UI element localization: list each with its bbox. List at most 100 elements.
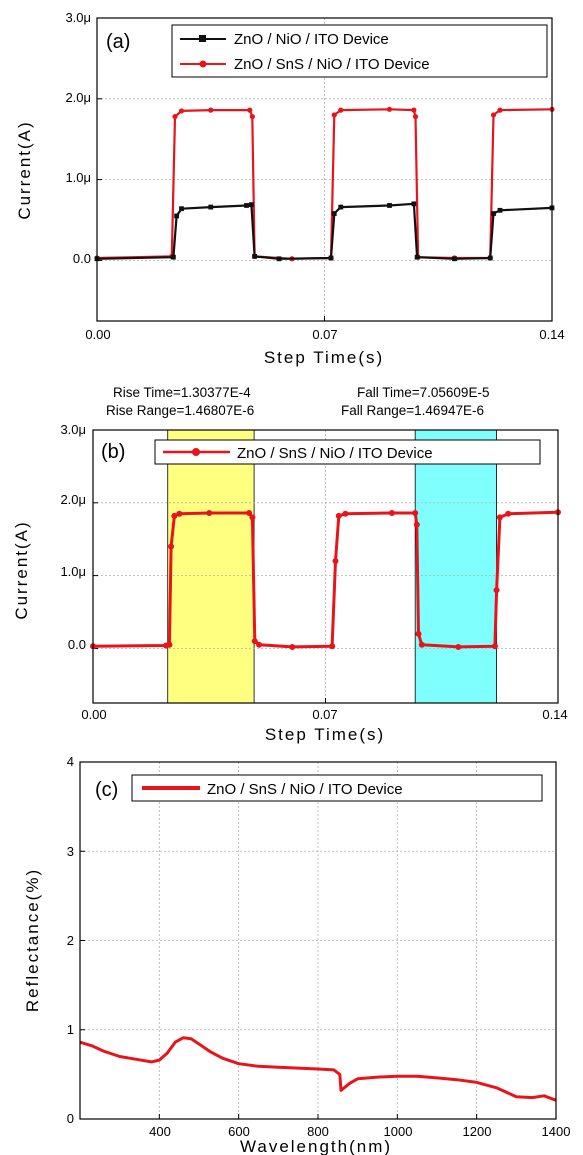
series-layer bbox=[90, 509, 561, 650]
data-point bbox=[497, 107, 503, 113]
chart-panel-b: Rise Time=1.30377E-4 Fall Time=7.05609E-… bbox=[12, 385, 568, 744]
x-tick-label: 1200 bbox=[463, 1124, 492, 1139]
series-layer bbox=[94, 106, 555, 262]
x-tick-label: 800 bbox=[307, 1124, 329, 1139]
y-axis-label: Current(A) bbox=[15, 120, 34, 219]
legend: ZnO / SnS / NiO / ITO Device bbox=[131, 774, 543, 802]
x-tick-label: 0.14 bbox=[539, 327, 564, 342]
data-point bbox=[248, 202, 254, 208]
data-point bbox=[338, 107, 344, 113]
data-point bbox=[171, 512, 178, 519]
legend-label: ZnO / NiO / ITO Device bbox=[234, 31, 389, 48]
data-point bbox=[414, 254, 420, 260]
data-point bbox=[172, 113, 178, 120]
y-tick-label: 3 bbox=[67, 844, 74, 859]
data-point bbox=[331, 112, 337, 118]
data-point bbox=[331, 211, 337, 216]
data-point bbox=[247, 107, 253, 113]
y-tick-label: 1.0μ bbox=[65, 170, 91, 185]
y-tick-label: 2 bbox=[67, 933, 74, 948]
y-tick-label: 2.0μ bbox=[65, 90, 91, 105]
y-tick-label: 0 bbox=[67, 1111, 74, 1126]
data-point bbox=[491, 211, 496, 216]
data-point bbox=[490, 112, 497, 118]
series-line-zno-sns-nio-ito bbox=[79, 1036, 557, 1102]
data-point bbox=[252, 253, 258, 259]
series-layer bbox=[79, 1036, 557, 1102]
data-point bbox=[329, 643, 336, 650]
data-point bbox=[335, 512, 342, 519]
legend-box bbox=[171, 24, 548, 78]
data-point bbox=[493, 587, 500, 594]
plot-frame bbox=[79, 761, 557, 1120]
legend-label: ZnO / SnS / NiO / ITO Device bbox=[234, 56, 430, 73]
data-point bbox=[276, 256, 282, 262]
data-point bbox=[487, 255, 493, 261]
data-point bbox=[412, 509, 419, 516]
data-point bbox=[249, 113, 255, 120]
data-point bbox=[497, 207, 503, 213]
data-point bbox=[415, 630, 422, 637]
y-tick-label: 3.0μ bbox=[65, 10, 91, 25]
data-point bbox=[249, 514, 256, 521]
legend: ZnO / SnS / NiO / ITO Device bbox=[154, 439, 541, 465]
x-tick-label: 600 bbox=[228, 1124, 250, 1139]
data-point bbox=[206, 509, 213, 516]
data-point bbox=[289, 643, 296, 650]
rise-time-annotation: Rise Time=1.30377E-4 bbox=[113, 385, 251, 400]
data-point bbox=[496, 514, 503, 521]
highlight-region bbox=[167, 429, 255, 704]
y-axis-label: Reflectance(%) bbox=[23, 868, 42, 1012]
panel-label: (b) bbox=[101, 441, 125, 463]
data-point bbox=[244, 203, 249, 208]
data-point bbox=[455, 643, 462, 650]
legend-box bbox=[131, 774, 543, 802]
legend-label: ZnO / SnS / NiO / ITO Device bbox=[207, 781, 403, 798]
x-tick-label: 0.07 bbox=[312, 707, 337, 722]
highlight-region bbox=[414, 429, 497, 704]
data-point bbox=[338, 204, 344, 210]
x-axis-label: Step Time(s) bbox=[265, 725, 385, 744]
data-point bbox=[256, 641, 263, 648]
x-axis-label: Step Time(s) bbox=[264, 348, 384, 367]
legend: ZnO / NiO / ITO Device ZnO / SnS / NiO /… bbox=[171, 24, 548, 78]
fall-time-annotation: Fall Time=7.05609E-5 bbox=[357, 385, 489, 400]
x-tick-label: 400 bbox=[149, 1124, 171, 1139]
data-point bbox=[178, 108, 185, 114]
highlight-regions bbox=[167, 429, 497, 704]
data-point bbox=[168, 543, 175, 550]
data-point bbox=[251, 638, 258, 645]
x-tick-label: 0.07 bbox=[312, 327, 337, 342]
data-point bbox=[208, 204, 214, 210]
x-tick-label: 0.14 bbox=[542, 707, 567, 722]
data-point bbox=[505, 510, 512, 517]
data-point bbox=[411, 201, 417, 207]
x-axis-label: Wavelength(nm) bbox=[240, 1137, 392, 1155]
x-tick-label: 0.00 bbox=[85, 327, 110, 342]
data-point bbox=[452, 256, 457, 262]
data-point bbox=[176, 510, 183, 517]
data-point bbox=[170, 254, 176, 260]
legend-marker bbox=[199, 35, 206, 42]
data-point bbox=[388, 509, 395, 516]
x-tick-label: 0.00 bbox=[81, 707, 106, 722]
data-point bbox=[386, 106, 393, 112]
x-tick-label: 1000 bbox=[384, 1124, 413, 1139]
data-point bbox=[246, 509, 253, 516]
y-tick-label: 2.0μ bbox=[60, 492, 86, 507]
data-point bbox=[387, 203, 392, 208]
data-point bbox=[342, 510, 349, 517]
data-point bbox=[418, 641, 425, 648]
data-point bbox=[412, 113, 419, 120]
y-tick-label: 3.0μ bbox=[60, 422, 86, 437]
y-tick-label: 1 bbox=[67, 1022, 74, 1037]
data-point bbox=[411, 107, 417, 113]
rise-range-annotation: Rise Range=1.46807E-6 bbox=[106, 403, 254, 418]
fall-range-annotation: Fall Range=1.46947E-6 bbox=[341, 403, 484, 418]
panel-label: (c) bbox=[95, 779, 118, 801]
data-point bbox=[491, 643, 498, 650]
legend-marker bbox=[199, 60, 207, 68]
legend-label: ZnO / SnS / NiO / ITO Device bbox=[237, 445, 433, 462]
data-point bbox=[166, 641, 173, 648]
